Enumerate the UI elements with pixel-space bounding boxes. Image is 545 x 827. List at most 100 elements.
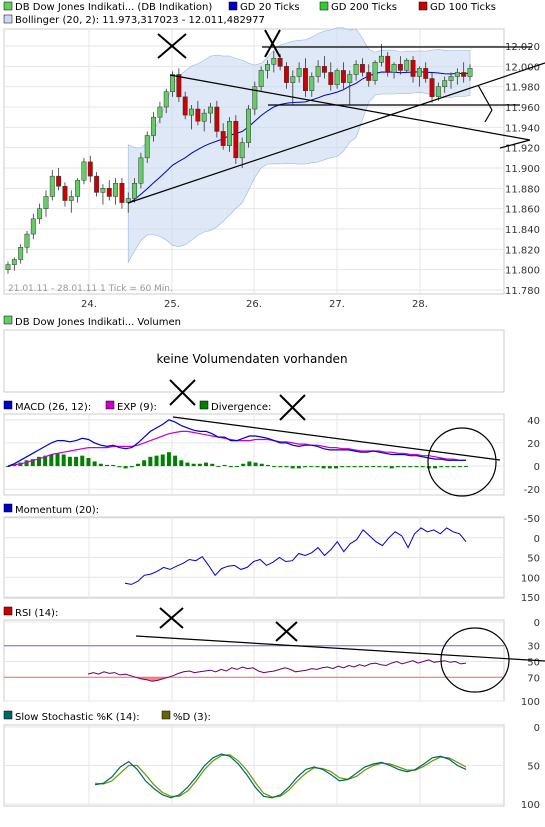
y-tick-label-11: 12.000	[505, 62, 540, 73]
divergence-bar-13	[86, 457, 91, 467]
candle-body-43	[277, 57, 283, 67]
rsi-label: RSI (14):	[15, 608, 58, 619]
candle-body-12	[81, 161, 87, 181]
candle-body-28	[182, 96, 188, 116]
candle-body-22	[144, 135, 150, 159]
candle-body-71	[454, 72, 460, 77]
divergence-bar-10	[67, 456, 72, 467]
candle-body-5	[37, 208, 43, 220]
divergence-bar-63	[395, 466, 400, 468]
candle-body-25	[163, 91, 169, 108]
momentum-label: Momentum (20):	[15, 505, 99, 516]
candle-body-17	[113, 183, 119, 197]
stoch-grid	[4, 725, 504, 806]
y-tick-label-0: 150	[521, 593, 540, 604]
divergence-bar-9	[61, 454, 66, 467]
divergence-bar-62	[389, 466, 394, 469]
candle-body-16	[106, 188, 112, 197]
legend-label-gd200: GD 200 Ticks	[331, 2, 397, 13]
candle-body-21	[138, 157, 144, 184]
macd-swatch	[3, 400, 13, 410]
divergence-bar-8	[55, 453, 60, 467]
candle-body-39	[252, 86, 258, 110]
legend-label-gd20: GD 20 Ticks	[240, 2, 300, 13]
candle-body-14	[94, 175, 100, 193]
divergence-bar-31	[197, 463, 202, 467]
candle-body-29	[189, 108, 194, 116]
candle-body-2	[18, 247, 24, 260]
candle-body-58	[372, 62, 378, 81]
footer-info: 21.01.11 - 28.01.11 1 Tick = 60 Min.	[8, 284, 173, 294]
candle-body-67	[429, 78, 435, 98]
rsi-plot	[4, 645, 504, 682]
candle-body-57	[366, 72, 372, 81]
candle-body-37	[239, 142, 245, 159]
divergence-bar-45	[284, 466, 289, 468]
divergence-bar-46	[290, 466, 295, 469]
momentum-line	[124, 527, 467, 585]
divergence-bar-6	[43, 455, 48, 467]
divergence-bar-47	[296, 466, 301, 469]
divergence-bar-19	[123, 466, 128, 469]
volume-message: keine Volumendaten vorhanden	[156, 352, 347, 366]
y-tick-label-0: 100	[521, 800, 540, 811]
macd-trendline	[172, 416, 501, 461]
divergence-bar-24	[154, 455, 159, 467]
divergence-bar-39	[247, 461, 252, 467]
macd-legend: MACD (26, 12): EXP (9): Divergence:	[3, 400, 271, 413]
y-tick-label-1: 50	[527, 762, 540, 773]
divergence-bar-55	[346, 466, 351, 468]
candle-body-24	[157, 106, 163, 118]
divergence-bar-23	[148, 456, 153, 467]
candle-body-72	[461, 72, 467, 77]
candle-body-42	[271, 57, 277, 65]
macd-cross-1b	[169, 379, 196, 406]
momentum-grid	[4, 517, 504, 598]
divergence-bar-18	[117, 466, 122, 468]
stoch-d-line	[94, 754, 467, 798]
divergence-bar-53	[334, 466, 339, 469]
divergence-legend-label: Divergence:	[211, 402, 271, 413]
divergence-bar-61	[383, 466, 388, 468]
divergence-bar-37	[235, 466, 239, 468]
support-trendline	[127, 62, 545, 204]
divergence-bar-22	[142, 460, 147, 467]
candle-body-31	[201, 112, 207, 122]
macd-circle	[427, 427, 497, 497]
candle-body-48	[309, 76, 315, 91]
legend-label-bollinger: Bollinger (20, 2): 11.973,317023 - 12.01…	[15, 15, 265, 26]
divergence-bar-12	[80, 455, 85, 467]
candle-body-64	[410, 59, 416, 77]
stoch-k-line	[94, 753, 467, 799]
divergence-bar-33	[210, 463, 215, 467]
rsi-swatch	[3, 606, 13, 616]
divergence-bar-67	[420, 466, 425, 468]
y-tick-label-2: 0	[534, 462, 540, 473]
candle-body-60	[385, 55, 391, 73]
candle-body-13	[87, 161, 93, 177]
x-tick-label-2: 26.	[246, 299, 262, 310]
volume-swatch	[3, 315, 13, 325]
main-legend: DB Dow Jones Indikati... (DB Indikation)…	[3, 1, 496, 26]
momentum-swatch	[3, 503, 13, 513]
candle-body-73	[467, 68, 473, 77]
candle-body-52	[334, 70, 340, 85]
candle-body-61	[391, 64, 397, 73]
x-tick-label-1: 25.	[164, 299, 180, 310]
candle-body-59	[378, 55, 384, 63]
y-tick-label-4: -50	[524, 514, 540, 525]
divergence-bar-20	[129, 466, 134, 468]
divergence-bar-44	[278, 466, 283, 468]
candle-body-41	[265, 64, 270, 71]
stoch-k-label: Slow Stochastic %K (14):	[15, 712, 140, 723]
divergence-bar-74	[464, 466, 468, 468]
divergence-swatch	[199, 400, 209, 410]
stoch-y-ticks: 100 50 0	[521, 723, 540, 811]
candle-body-34	[220, 131, 226, 146]
divergence-bar-49	[309, 466, 314, 468]
candle-body-50	[321, 66, 327, 73]
divergence-bar-26	[166, 452, 171, 467]
divergence-bar-48	[303, 466, 308, 468]
y-tick-label-0: 40	[527, 416, 540, 427]
